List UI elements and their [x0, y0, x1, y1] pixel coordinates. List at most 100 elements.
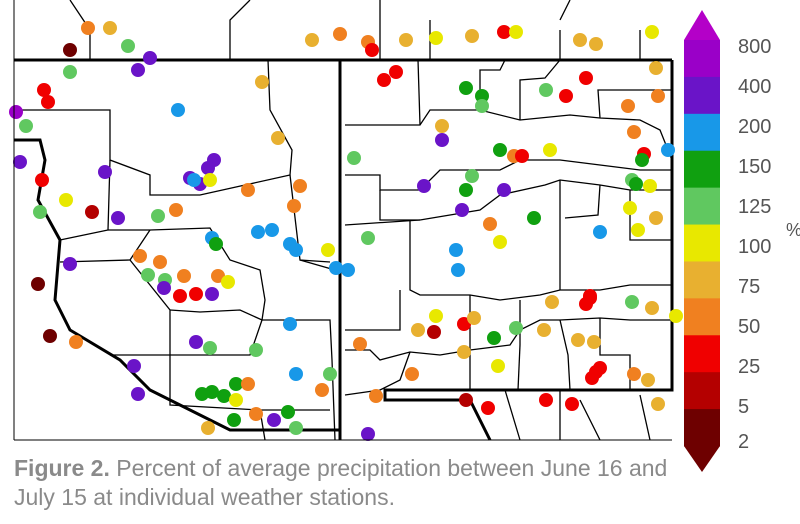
station-marker: [37, 83, 51, 97]
station-marker: [133, 249, 147, 263]
station-marker: [31, 277, 45, 291]
station-marker: [255, 75, 269, 89]
station-marker: [539, 393, 553, 407]
station-marker: [579, 71, 593, 85]
station-marker: [323, 367, 337, 381]
station-marker: [205, 287, 219, 301]
station-marker: [465, 29, 479, 43]
station-marker: [623, 201, 637, 215]
station-marker: [649, 61, 663, 75]
legend-bin: [684, 150, 720, 189]
station-marker: [497, 25, 511, 39]
station-marker: [173, 289, 187, 303]
legend-tick-100: 100: [738, 236, 771, 258]
legend-bin: [684, 113, 720, 152]
legend-bin: [684, 224, 720, 262]
station-marker: [267, 413, 281, 427]
station-marker: [565, 397, 579, 411]
station-marker: [389, 65, 403, 79]
legend-tick-25: 25: [738, 356, 760, 378]
station-marker: [571, 333, 585, 347]
station-marker: [249, 407, 263, 421]
station-marker: [399, 33, 413, 47]
station-marker: [669, 309, 683, 323]
station-marker: [249, 343, 263, 357]
station-marker: [593, 225, 607, 239]
station-marker: [361, 427, 375, 441]
station-marker: [19, 119, 33, 133]
station-marker: [481, 401, 495, 415]
state-borders: [14, 58, 674, 441]
station-marker: [283, 317, 297, 331]
station-marker: [487, 331, 501, 345]
station-marker: [629, 177, 643, 191]
station-marker: [305, 33, 319, 47]
station-marker: [169, 203, 183, 217]
legend-tick-400: 400: [738, 76, 771, 98]
station-marker: [143, 51, 157, 65]
station-marker: [187, 173, 201, 187]
station-marker: [229, 393, 243, 407]
county-borders: [14, 0, 673, 441]
station-marker: [217, 389, 231, 403]
legend-tick-125: 125: [738, 196, 771, 218]
station-marker: [643, 179, 657, 193]
station-marker: [321, 243, 335, 257]
station-marker: [661, 143, 675, 157]
station-marker: [539, 83, 553, 97]
station-marker: [377, 73, 391, 87]
station-marker: [459, 183, 473, 197]
station-marker: [457, 345, 471, 359]
station-marker: [543, 143, 557, 157]
station-marker: [353, 337, 367, 351]
station-marker: [85, 205, 99, 219]
station-marker: [589, 37, 603, 51]
station-marker: [645, 25, 659, 39]
station-marker: [515, 149, 529, 163]
station-marker: [627, 125, 641, 139]
station-marker: [35, 173, 49, 187]
station-marker: [281, 405, 295, 419]
station-marker: [289, 421, 303, 435]
station-marker: [103, 21, 117, 35]
station-marker: [265, 223, 279, 237]
legend-tick-150: 150: [738, 156, 771, 178]
station-marker: [475, 89, 489, 103]
station-marker: [241, 183, 255, 197]
station-marker: [651, 397, 665, 411]
station-marker: [9, 105, 23, 119]
legend-bin: [684, 298, 720, 336]
station-marker: [127, 359, 141, 373]
station-marker: [241, 377, 255, 391]
station-marker: [201, 161, 215, 175]
station-marker: [369, 389, 383, 403]
station-marker: [491, 359, 505, 373]
legend-tick-5: 5: [738, 396, 749, 418]
legend-tick-75: 75: [738, 276, 760, 298]
station-marker: [459, 81, 473, 95]
legend-unit: %: [786, 220, 800, 240]
station-marker: [467, 311, 481, 325]
station-marker: [449, 243, 463, 257]
station-marker: [537, 323, 551, 337]
legend-bin: [684, 76, 720, 115]
station-marker: [365, 43, 379, 57]
station-marker: [13, 155, 27, 169]
station-marker: [33, 205, 47, 219]
legend-bin: [684, 261, 720, 299]
caption-text: Percent of average precipitation between…: [14, 455, 668, 510]
station-marker: [589, 365, 603, 379]
station-marker: [429, 309, 443, 323]
station-marker: [635, 153, 649, 167]
station-marker: [347, 151, 361, 165]
station-marker: [63, 43, 77, 57]
station-marker: [227, 413, 241, 427]
legend-bin: [684, 409, 720, 447]
station-marker: [483, 217, 497, 231]
station-marker: [221, 275, 235, 289]
station-marker: [497, 183, 511, 197]
figure-caption: Figure 2. Percent of average precipitati…: [14, 454, 714, 512]
station-marker: [455, 203, 469, 217]
station-marker: [417, 179, 431, 193]
station-marker: [435, 119, 449, 133]
